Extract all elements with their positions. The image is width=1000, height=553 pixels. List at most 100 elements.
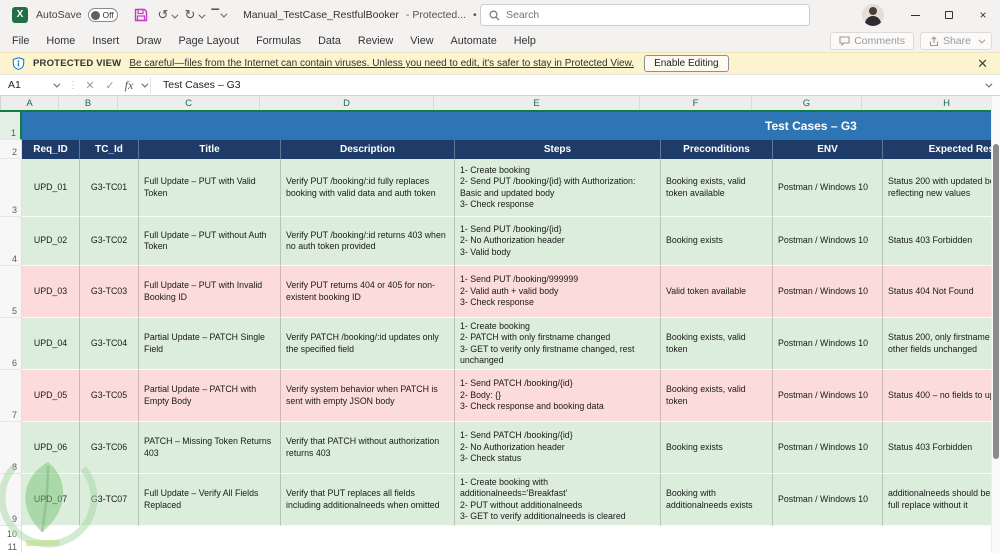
cell-env[interactable]: Postman / Windows 10	[773, 266, 883, 318]
cell-tc-id[interactable]: G3-TC05	[80, 370, 139, 422]
column-header-a[interactable]: A	[1, 96, 59, 110]
row-header-4[interactable]: 4	[0, 217, 22, 266]
cell-title[interactable]: Full Update – PUT with Invalid Booking I…	[139, 266, 281, 318]
tab-help[interactable]: Help	[513, 35, 536, 47]
vertical-scrollbar[interactable]	[991, 96, 1000, 553]
header-expected[interactable]: Expected Result	[883, 140, 1000, 159]
cell-preconditions[interactable]: Booking exists, valid token	[661, 370, 773, 422]
row-header-5[interactable]: 5	[0, 266, 22, 318]
namebox-resize-handle[interactable]: ⋮	[68, 79, 78, 91]
header-req-id[interactable]: Req_ID	[22, 140, 80, 159]
column-header-e[interactable]: E	[434, 96, 640, 110]
tab-data[interactable]: Data	[318, 35, 341, 47]
cell-preconditions[interactable]: Booking with additionalneeds exists	[661, 474, 773, 526]
redo-icon[interactable]: ↻	[184, 7, 206, 23]
column-header-d[interactable]: D	[260, 96, 434, 110]
minimize-button[interactable]	[898, 0, 932, 30]
cell-env[interactable]: Postman / Windows 10	[773, 217, 883, 266]
cell-expected[interactable]: Status 200, only firstname changed other…	[883, 318, 1000, 370]
row-header-10[interactable]: 10	[0, 526, 22, 540]
cell-description[interactable]: Verify that PUT replaces all fields incl…	[281, 474, 455, 526]
cell-steps[interactable]: 1- Send PUT /booking/999999 2- Valid aut…	[455, 266, 661, 318]
cell-req-id[interactable]: UPD_05	[22, 370, 80, 422]
cell-preconditions[interactable]: Booking exists	[661, 217, 773, 266]
cell-req-id[interactable]: UPD_03	[22, 266, 80, 318]
name-box[interactable]: A1	[0, 75, 66, 95]
cancel-entry-icon[interactable]: ✕	[85, 79, 95, 92]
cell-steps[interactable]: 1- Send PUT /booking/{id} 2- No Authoriz…	[455, 217, 661, 266]
row-header-2[interactable]: 2	[0, 140, 22, 159]
search-input[interactable]	[506, 9, 766, 21]
column-header-f[interactable]: F	[640, 96, 752, 110]
cell-description[interactable]: Verify system behavior when PATCH is sen…	[281, 370, 455, 422]
quick-access-toolbar-icon[interactable]: ▔	[211, 10, 228, 21]
sheet-title-row[interactable]: Test Cases – G3	[22, 112, 1000, 140]
header-tc-id[interactable]: TC_Id	[80, 140, 139, 159]
close-button[interactable]: ×	[979, 8, 987, 22]
search-box[interactable]	[480, 4, 810, 26]
tab-review[interactable]: Review	[357, 35, 394, 47]
fx-chevron-icon[interactable]	[141, 80, 149, 88]
cell-env[interactable]: Postman / Windows 10	[773, 422, 883, 474]
cell-tc-id[interactable]: G3-TC02	[80, 217, 139, 266]
cell-description[interactable]: Verify PUT /booking/:id fully replaces b…	[281, 159, 455, 217]
tab-home[interactable]: Home	[46, 35, 76, 47]
share-button[interactable]: Share	[919, 32, 992, 50]
header-description[interactable]: Description	[281, 140, 455, 159]
cell-tc-id[interactable]: G3-TC03	[80, 266, 139, 318]
cell-tc-id[interactable]: G3-TC01	[80, 159, 139, 217]
cell-title[interactable]: Full Update – Verify All Fields Replaced	[139, 474, 281, 526]
cell-title[interactable]: PATCH – Missing Token Returns 403	[139, 422, 281, 474]
scrollbar-thumb[interactable]	[993, 144, 999, 459]
cell-req-id[interactable]: UPD_07	[22, 474, 80, 526]
row-header-1[interactable]: 1	[0, 112, 22, 140]
cell-env[interactable]: Postman / Windows 10	[773, 474, 883, 526]
expand-formula-bar-icon[interactable]	[985, 80, 993, 88]
cell-env[interactable]: Postman / Windows 10	[773, 370, 883, 422]
cell-expected[interactable]: Status 404 Not Found	[883, 266, 1000, 318]
comments-button[interactable]: Comments	[830, 32, 914, 50]
select-all-button[interactable]	[0, 96, 1, 110]
cell-req-id[interactable]: UPD_01	[22, 159, 80, 217]
autosave-toggle[interactable]: Off	[87, 8, 118, 22]
header-steps[interactable]: Steps	[455, 140, 661, 159]
confirm-entry-icon[interactable]: ✓	[105, 79, 115, 92]
column-header-c[interactable]: C	[118, 96, 260, 110]
cell-steps[interactable]: 1- Send PATCH /booking/{id} 2- Body: {} …	[455, 370, 661, 422]
cell-title[interactable]: Full Update – PUT with Valid Token	[139, 159, 281, 217]
enable-editing-button[interactable]: Enable Editing	[644, 55, 729, 72]
excel-app-icon[interactable]	[12, 7, 28, 23]
cell-expected[interactable]: Status 400 – no fields to update	[883, 370, 1000, 422]
column-header-h[interactable]: H	[862, 96, 1000, 110]
header-title[interactable]: Title	[139, 140, 281, 159]
tab-insert[interactable]: Insert	[92, 35, 120, 47]
cell-expected[interactable]: additionalneeds should be full replace w…	[883, 474, 1000, 526]
namebox-chevron-icon[interactable]	[53, 80, 61, 88]
undo-icon[interactable]: ↺	[158, 7, 179, 23]
cell-tc-id[interactable]: G3-TC04	[80, 318, 139, 370]
insert-function-icon[interactable]: fx	[124, 77, 134, 92]
cell-preconditions[interactable]: Booking exists, valid token	[661, 318, 773, 370]
cell-title[interactable]: Partial Update – PATCH Single Field	[139, 318, 281, 370]
cell-tc-id[interactable]: G3-TC07	[80, 474, 139, 526]
cell-tc-id[interactable]: G3-TC06	[80, 422, 139, 474]
tab-formulas[interactable]: Formulas	[256, 35, 302, 47]
cell-env[interactable]: Postman / Windows 10	[773, 318, 883, 370]
row-header-9[interactable]: 9	[0, 474, 22, 526]
cell-preconditions[interactable]: Valid token available	[661, 266, 773, 318]
row-header-11[interactable]: 11	[0, 540, 22, 553]
cell-description[interactable]: Verify that PATCH without authorization …	[281, 422, 455, 474]
restore-button[interactable]	[932, 0, 966, 30]
cell-description[interactable]: Verify PUT returns 404 or 405 for non-ex…	[281, 266, 455, 318]
cell-steps[interactable]: 1- Create booking 2- PATCH with only fir…	[455, 318, 661, 370]
header-preconditions[interactable]: Preconditions	[661, 140, 773, 159]
row-header-8[interactable]: 8	[0, 422, 22, 474]
cell-req-id[interactable]: UPD_04	[22, 318, 80, 370]
banner-close-icon[interactable]: ✕	[977, 55, 988, 71]
column-header-g[interactable]: G	[752, 96, 862, 110]
cell-preconditions[interactable]: Booking exists, valid token available	[661, 159, 773, 217]
cell-title[interactable]: Full Update – PUT without Auth Token	[139, 217, 281, 266]
protected-view-message[interactable]: Be careful—files from the Internet can c…	[129, 58, 635, 69]
row-header-7[interactable]: 7	[0, 370, 22, 422]
cell-req-id[interactable]: UPD_02	[22, 217, 80, 266]
